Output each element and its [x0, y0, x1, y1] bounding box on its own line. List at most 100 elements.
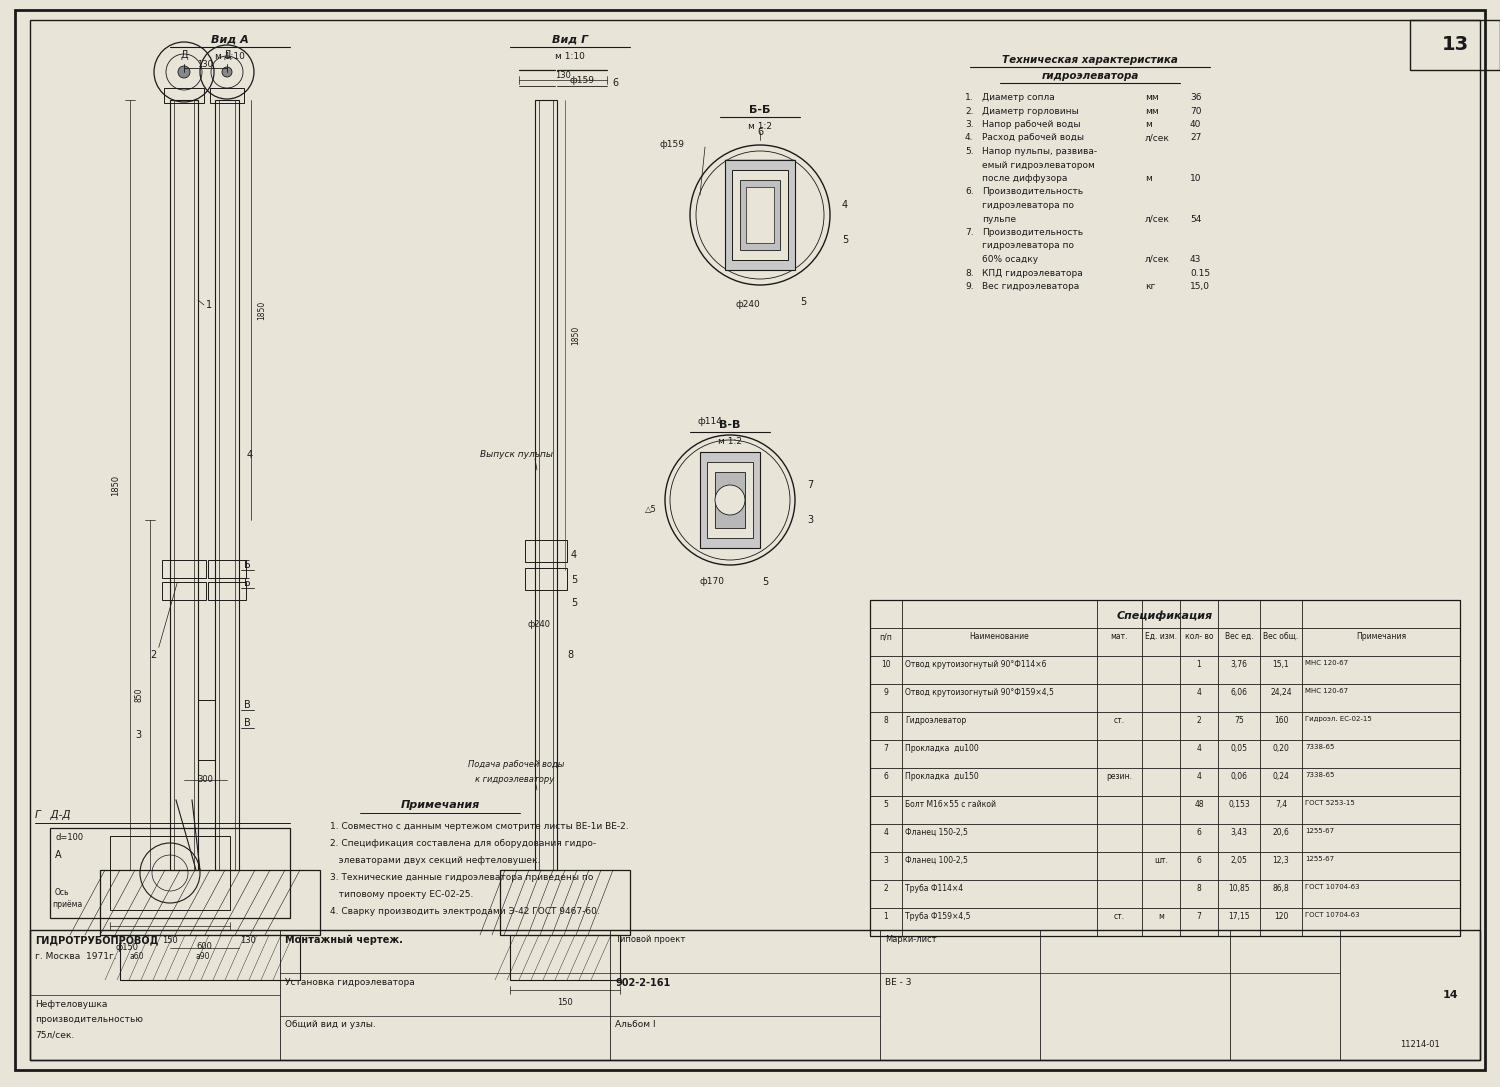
- Text: Труба Ф159×4,5: Труба Ф159×4,5: [904, 912, 970, 921]
- Text: 7: 7: [807, 480, 813, 490]
- Text: Фланец 100-2,5: Фланец 100-2,5: [904, 855, 968, 865]
- Text: 54: 54: [1190, 214, 1202, 224]
- Text: 15,0: 15,0: [1190, 282, 1210, 291]
- Text: Подача рабочей воды: Подача рабочей воды: [468, 760, 564, 769]
- Text: Ось: Ось: [56, 888, 69, 897]
- Text: Примечания: Примечания: [1356, 632, 1406, 641]
- Text: 4.: 4.: [964, 134, 974, 142]
- Text: 7,4: 7,4: [1275, 800, 1287, 809]
- Text: к гидроэлеватору: к гидроэлеватору: [476, 775, 555, 784]
- Text: Прокладка  дu100: Прокладка дu100: [904, 744, 978, 753]
- Text: производительностью: производительностью: [34, 1015, 142, 1024]
- Text: 10,85: 10,85: [1228, 884, 1250, 894]
- Bar: [120, 935, 300, 980]
- Text: Вид А: Вид А: [211, 35, 249, 45]
- Text: л/сек: л/сек: [1144, 214, 1170, 224]
- Text: м 1:2: м 1:2: [718, 437, 742, 446]
- Text: 86,8: 86,8: [1272, 884, 1290, 894]
- Bar: [174, 100, 194, 870]
- Text: 5: 5: [572, 598, 578, 608]
- Text: 43: 43: [1190, 255, 1202, 264]
- Text: м: м: [1158, 912, 1164, 921]
- Bar: [538, 100, 554, 870]
- Bar: [746, 187, 774, 243]
- Circle shape: [222, 67, 232, 77]
- Text: 2: 2: [150, 650, 156, 660]
- Text: 5: 5: [572, 575, 578, 585]
- Text: 75л/сек.: 75л/сек.: [34, 1030, 74, 1039]
- Text: ф150: ф150: [116, 944, 138, 952]
- Text: Б: Б: [244, 578, 250, 588]
- Bar: [525, 540, 567, 562]
- Text: 5: 5: [800, 297, 807, 307]
- Text: 120: 120: [1274, 912, 1288, 921]
- Text: гидроэлеватора по: гидроэлеватора по: [982, 201, 1074, 210]
- Text: 4. Сварку производить электродами Э-42 ГОСТ 9467-60.: 4. Сварку производить электродами Э-42 Г…: [330, 907, 600, 916]
- Text: 17,15: 17,15: [1228, 912, 1250, 921]
- Bar: [700, 452, 760, 548]
- Text: шт.: шт.: [1154, 855, 1168, 865]
- Text: типовому проекту ЕС-02-25.: типовому проекту ЕС-02-25.: [330, 890, 474, 899]
- Bar: [1410, 20, 1500, 70]
- Text: мм: мм: [1144, 93, 1158, 102]
- Text: ВЕ - 3: ВЕ - 3: [885, 978, 912, 987]
- Bar: [724, 160, 795, 270]
- Text: Наименование: Наименование: [969, 632, 1029, 641]
- Text: 2: 2: [884, 884, 888, 894]
- Bar: [110, 836, 230, 910]
- Bar: [525, 569, 567, 590]
- Text: Б: Б: [244, 560, 250, 570]
- Text: 12,3: 12,3: [1272, 855, 1290, 865]
- Text: Б-Б: Б-Б: [750, 105, 771, 115]
- Text: 4: 4: [842, 200, 848, 210]
- Text: КПД гидроэлеватора: КПД гидроэлеватора: [982, 268, 1083, 277]
- Text: Напор пульпы, развива-: Напор пульпы, развива-: [982, 147, 1096, 157]
- Text: 70: 70: [1190, 107, 1202, 115]
- Text: 7338-65: 7338-65: [1305, 744, 1335, 750]
- Text: ГОСТ 10704-63: ГОСТ 10704-63: [1305, 912, 1359, 919]
- Text: Вид Г: Вид Г: [552, 35, 588, 45]
- Text: Гидроэл. ЕС-02-15: Гидроэл. ЕС-02-15: [1305, 716, 1371, 722]
- Text: 2,05: 2,05: [1230, 855, 1248, 865]
- Text: Вес ед.: Вес ед.: [1224, 632, 1254, 641]
- Text: 3,43: 3,43: [1230, 828, 1248, 837]
- Text: Монтажный чертеж.: Монтажный чертеж.: [285, 935, 404, 945]
- Text: Д: Д: [224, 50, 231, 60]
- Text: г. Москва  1971г.: г. Москва 1971г.: [34, 952, 117, 961]
- Text: 7: 7: [884, 744, 888, 753]
- Text: Г   Д-Д: Г Д-Д: [34, 810, 70, 820]
- Text: мм: мм: [1144, 107, 1158, 115]
- Text: л/сек: л/сек: [1144, 134, 1170, 142]
- Text: Вес гидроэлеватора: Вес гидроэлеватора: [982, 282, 1080, 291]
- Text: Альбом I: Альбом I: [615, 1020, 656, 1029]
- Text: Д: Д: [180, 50, 188, 60]
- Text: ГОСТ 5253-15: ГОСТ 5253-15: [1305, 800, 1354, 805]
- Text: Общий вид и узлы.: Общий вид и узлы.: [285, 1020, 375, 1029]
- Text: МНС 120-67: МНС 120-67: [1305, 688, 1348, 694]
- Bar: [740, 180, 780, 250]
- Text: 130: 130: [196, 60, 213, 68]
- Bar: [219, 100, 236, 870]
- Text: кол- во: кол- во: [1185, 632, 1214, 641]
- Text: ф240: ф240: [526, 620, 550, 629]
- Text: гидроэлеватора по: гидроэлеватора по: [982, 241, 1074, 250]
- Text: 6,06: 6,06: [1230, 688, 1248, 697]
- Text: 1.: 1.: [964, 93, 974, 102]
- Text: В-В: В-В: [720, 420, 741, 430]
- Text: 850: 850: [134, 688, 142, 702]
- Text: 0.15: 0.15: [1190, 268, 1210, 277]
- Text: Фланец 150-2,5: Фланец 150-2,5: [904, 828, 968, 837]
- Text: 7: 7: [1197, 912, 1202, 921]
- Text: Производительность: Производительность: [982, 228, 1083, 237]
- Text: 8: 8: [1197, 884, 1202, 894]
- Text: Нефтеловушка: Нефтеловушка: [34, 1000, 108, 1009]
- Text: Установка гидроэлеватора: Установка гидроэлеватора: [285, 978, 414, 987]
- Text: 3: 3: [807, 515, 813, 525]
- Text: 4: 4: [572, 550, 578, 560]
- Text: Диаметр горловины: Диаметр горловины: [982, 107, 1078, 115]
- Text: 1850: 1850: [256, 300, 265, 320]
- Text: ГОСТ 10704-63: ГОСТ 10704-63: [1305, 884, 1359, 890]
- Text: 0,24: 0,24: [1272, 772, 1290, 780]
- Text: 3: 3: [884, 855, 888, 865]
- Bar: [536, 100, 556, 870]
